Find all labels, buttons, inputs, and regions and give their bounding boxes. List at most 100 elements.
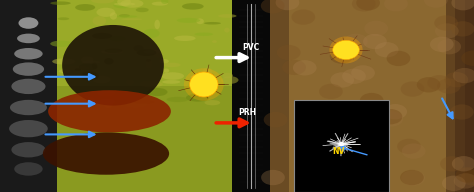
Ellipse shape <box>92 76 110 83</box>
Ellipse shape <box>437 78 461 94</box>
Ellipse shape <box>73 96 95 103</box>
Ellipse shape <box>78 100 97 108</box>
Ellipse shape <box>92 33 112 39</box>
Ellipse shape <box>186 96 198 99</box>
Ellipse shape <box>365 21 388 36</box>
Ellipse shape <box>182 3 204 10</box>
Ellipse shape <box>222 73 233 79</box>
Ellipse shape <box>50 41 73 47</box>
Ellipse shape <box>92 16 106 26</box>
Ellipse shape <box>144 50 160 54</box>
Ellipse shape <box>136 8 149 12</box>
Ellipse shape <box>454 173 474 189</box>
Ellipse shape <box>324 176 348 191</box>
Ellipse shape <box>435 23 459 39</box>
Ellipse shape <box>451 0 474 10</box>
Ellipse shape <box>461 170 474 185</box>
Ellipse shape <box>277 45 301 60</box>
Ellipse shape <box>332 134 356 150</box>
Ellipse shape <box>383 104 407 119</box>
Ellipse shape <box>430 37 454 52</box>
Ellipse shape <box>434 15 458 31</box>
Ellipse shape <box>261 0 284 13</box>
Ellipse shape <box>194 32 213 36</box>
Ellipse shape <box>428 75 451 90</box>
Ellipse shape <box>204 100 220 105</box>
Ellipse shape <box>10 100 47 115</box>
Ellipse shape <box>152 2 168 6</box>
Ellipse shape <box>140 81 163 87</box>
Ellipse shape <box>117 0 131 6</box>
Ellipse shape <box>196 18 204 24</box>
Ellipse shape <box>163 63 181 67</box>
Ellipse shape <box>159 59 169 64</box>
Ellipse shape <box>115 15 137 18</box>
Ellipse shape <box>75 68 81 71</box>
Ellipse shape <box>161 0 168 4</box>
Ellipse shape <box>417 77 440 93</box>
Ellipse shape <box>120 0 144 8</box>
Ellipse shape <box>97 90 115 97</box>
Ellipse shape <box>43 132 169 175</box>
Ellipse shape <box>344 34 368 49</box>
Ellipse shape <box>104 49 119 52</box>
Ellipse shape <box>133 100 155 104</box>
Ellipse shape <box>275 0 299 10</box>
Ellipse shape <box>335 129 358 145</box>
Ellipse shape <box>134 45 144 51</box>
Ellipse shape <box>401 170 425 186</box>
Ellipse shape <box>92 62 97 69</box>
Ellipse shape <box>121 18 142 20</box>
Bar <box>270 0 289 192</box>
Ellipse shape <box>114 2 136 6</box>
Ellipse shape <box>203 67 212 75</box>
Ellipse shape <box>174 36 196 41</box>
Bar <box>294 100 389 192</box>
Ellipse shape <box>82 71 96 76</box>
Ellipse shape <box>221 76 238 84</box>
Ellipse shape <box>333 40 359 60</box>
Ellipse shape <box>17 34 40 43</box>
Ellipse shape <box>146 59 151 62</box>
Ellipse shape <box>81 56 93 63</box>
Ellipse shape <box>155 20 160 29</box>
Ellipse shape <box>14 48 43 60</box>
Ellipse shape <box>379 109 402 124</box>
Ellipse shape <box>330 72 354 88</box>
Ellipse shape <box>109 36 126 42</box>
Ellipse shape <box>452 156 474 171</box>
Bar <box>455 0 474 192</box>
Ellipse shape <box>283 60 306 75</box>
Ellipse shape <box>461 50 474 66</box>
Ellipse shape <box>363 34 387 49</box>
Ellipse shape <box>101 93 119 98</box>
Ellipse shape <box>212 40 217 43</box>
Ellipse shape <box>161 72 184 80</box>
Bar <box>270 0 474 192</box>
Bar <box>232 0 270 192</box>
Ellipse shape <box>264 112 287 127</box>
Bar <box>57 86 232 192</box>
Text: PRH: PRH <box>238 108 256 117</box>
Ellipse shape <box>91 0 114 3</box>
Ellipse shape <box>359 182 383 192</box>
Ellipse shape <box>292 9 315 25</box>
Ellipse shape <box>356 0 380 11</box>
Ellipse shape <box>442 176 465 191</box>
Ellipse shape <box>401 81 424 97</box>
Ellipse shape <box>107 93 129 98</box>
Ellipse shape <box>184 68 224 101</box>
Ellipse shape <box>50 1 71 5</box>
Ellipse shape <box>162 80 180 84</box>
Ellipse shape <box>309 121 333 136</box>
Ellipse shape <box>13 62 44 76</box>
Ellipse shape <box>137 49 156 56</box>
Ellipse shape <box>96 8 115 17</box>
Ellipse shape <box>147 88 167 96</box>
Ellipse shape <box>11 142 46 157</box>
Ellipse shape <box>360 93 383 108</box>
Ellipse shape <box>166 97 189 102</box>
Ellipse shape <box>67 66 89 70</box>
Ellipse shape <box>79 63 98 71</box>
Ellipse shape <box>110 12 117 20</box>
